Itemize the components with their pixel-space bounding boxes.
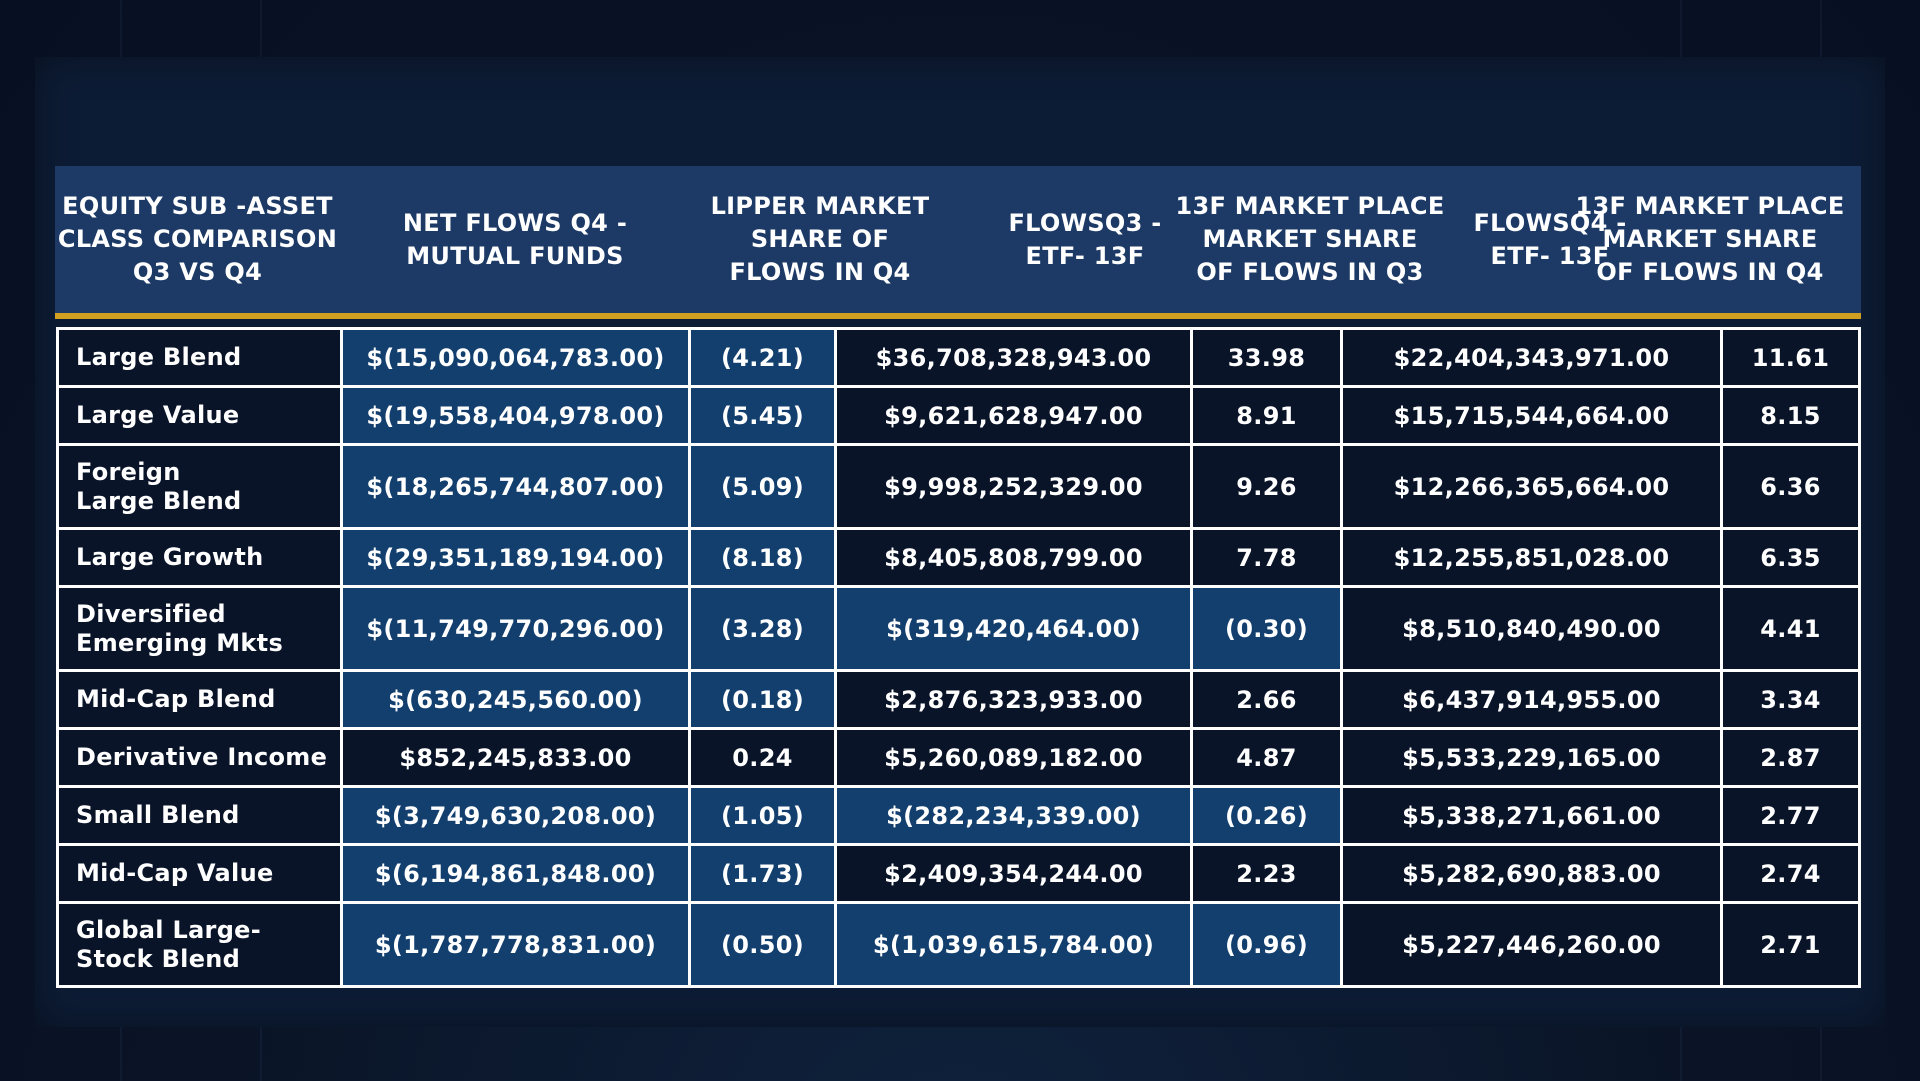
table-header: EQUITY SUB -ASSET CLASS COMPARISON Q3 VS… [55,166,1861,319]
table-cell: $5,260,089,182.00 [834,727,1193,788]
table-cell: 0.24 [688,727,837,788]
table-cell: 2.87 [1720,727,1861,788]
table-cell: (5.09) [688,443,837,530]
table-cell: 2.77 [1720,785,1861,846]
table-cell: 2.71 [1720,901,1861,988]
table-cell: $(3,749,630,208.00) [340,785,691,846]
column-header: 13F MARKET PLACE MARKET SHARE OF FLOWS I… [1175,192,1445,286]
table-cell: $5,338,271,661.00 [1340,785,1723,846]
data-table: Large Blend $(15,090,064,783.00) (4.21) $36… [56,327,1861,988]
table-row: Global Large- Stock Blend $(1,787,778,831… [56,901,1861,988]
table-row: Foreign Large Blend $(18,265,744,807.00)(… [56,443,1861,530]
table-cell: 3.34 [1720,669,1861,730]
table-row: Large Value $(19,558,404,978.00) (5.45) $9,… [56,385,1861,446]
table-cell: (0.18) [688,669,837,730]
table-cell: $6,437,914,955.00 [1340,669,1723,730]
table-cell: (0.50) [688,901,837,988]
table-row: Large Growth $(29,351,189,194.00) (8.18) $8… [56,527,1861,588]
table-cell: 2.74 [1720,843,1861,904]
table-cell: (0.26) [1190,785,1343,846]
table-cell: $(11,749,770,296.00) [340,585,691,672]
table-cell: $8,405,808,799.00 [834,527,1193,588]
table-cell: $5,227,446,260.00 [1340,901,1723,988]
table-cell: $5,282,690,883.00 [1340,843,1723,904]
table-cell: 8.15 [1720,385,1861,446]
table-row: Large Blend $(15,090,064,783.00) (4.21) $36… [56,327,1861,388]
row-label: Foreign Large Blend [56,443,343,530]
table-cell: 8.91 [1190,385,1343,446]
table-cell: $2,409,354,244.00 [834,843,1193,904]
row-label: Small Blend [56,785,343,846]
table-cell: (3.28) [688,585,837,672]
table-cell: 4.41 [1720,585,1861,672]
data-table-panel: EQUITY SUB -ASSET CLASS COMPARISON Q3 VS… [55,166,1861,994]
table-cell: 2.66 [1190,669,1343,730]
table-cell: $2,876,323,933.00 [834,669,1193,730]
table-cell: (1.05) [688,785,837,846]
table-cell: $(18,265,744,807.00) [340,443,691,530]
row-label: Mid-Cap Blend [56,669,343,730]
row-label: Large Blend [56,327,343,388]
table-cell: $5,533,229,165.00 [1340,727,1723,788]
row-label: Large Value [56,385,343,446]
table-cell: $(319,420,464.00) [834,585,1193,672]
table-cell: 6.35 [1720,527,1861,588]
table-row: Mid-Cap Blend $(630,245,560.00) (0.18) $2,8… [56,669,1861,730]
table-row: Diversified Emerging Mkts $(11,749,770,29… [56,585,1861,672]
table-cell: 6.36 [1720,443,1861,530]
table-cell: $(15,090,064,783.00) [340,327,691,388]
table-cell: $22,404,343,971.00 [1340,327,1723,388]
row-label: Global Large- Stock Blend [56,901,343,988]
table-cell: $(1,039,615,784.00) [834,901,1193,988]
table-cell: $36,708,328,943.00 [834,327,1193,388]
table-cell: (1.73) [688,843,837,904]
row-label: Diversified Emerging Mkts [56,585,343,672]
table-cell: $15,715,544,664.00 [1340,385,1723,446]
table-cell: $9,621,628,947.00 [834,385,1193,446]
table-row: Small Blend $(3,749,630,208.00) (1.05) $(28… [56,785,1861,846]
column-header: NET FLOWS Q4 - MUTUAL FUNDS [402,208,628,270]
table-cell: 33.98 [1190,327,1343,388]
table-cell: $(630,245,560.00) [340,669,691,730]
table-cell: (5.45) [688,385,837,446]
table-cell: (8.18) [688,527,837,588]
table-cell: (0.30) [1190,585,1343,672]
table-cell: $(6,194,861,848.00) [340,843,691,904]
column-header: FLOWSQ3 - ETF- 13F [1008,208,1162,270]
column-header: 13F MARKET PLACE MARKET SHARE OF FLOWS I… [1575,192,1845,286]
table-cell: $(282,234,339.00) [834,785,1193,846]
row-label: Mid-Cap Value [56,843,343,904]
table-cell: 4.87 [1190,727,1343,788]
row-label: Large Growth [56,527,343,588]
table-cell: 11.61 [1720,327,1861,388]
table-row: Mid-Cap Value $(6,194,861,848.00) (1.73) $2… [56,843,1861,904]
table-cell: $(19,558,404,978.00) [340,385,691,446]
column-header: EQUITY SUB -ASSET CLASS COMPARISON Q3 VS… [57,192,338,286]
table-cell: 9.26 [1190,443,1343,530]
table-cell: $(29,351,189,194.00) [340,527,691,588]
table-cell: (4.21) [688,327,837,388]
table-cell: $9,998,252,329.00 [834,443,1193,530]
table-cell: $852,245,833.00 [340,727,691,788]
table-cell: $12,266,365,664.00 [1340,443,1723,530]
table-cell: (0.96) [1190,901,1343,988]
table-cell: 7.78 [1190,527,1343,588]
table-cell: $12,255,851,028.00 [1340,527,1723,588]
row-label: Derivative Income [56,727,343,788]
table-cell: $(1,787,778,831.00) [340,901,691,988]
table-cell: 2.23 [1190,843,1343,904]
column-header: FLOWSQ4 - ETF- 13F [1473,208,1627,270]
column-header: LIPPER MARKET SHARE OF FLOWS IN Q4 [710,192,930,286]
table-row: Derivative Income $852,245,833.00 0.24 $5,2… [56,727,1861,788]
table-cell: $8,510,840,490.00 [1340,585,1723,672]
